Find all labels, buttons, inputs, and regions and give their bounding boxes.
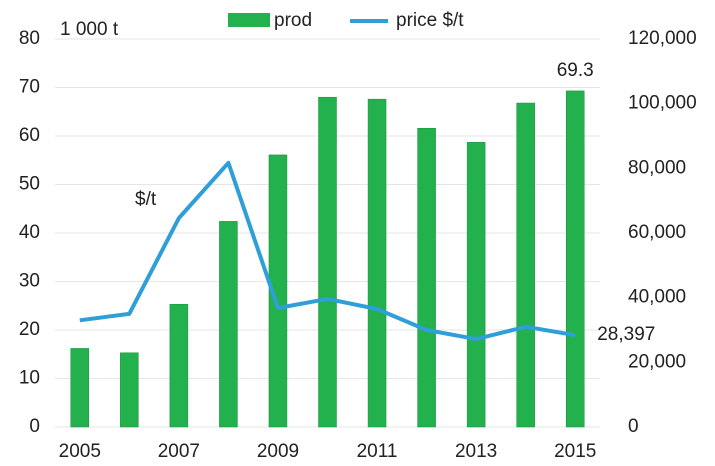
y-tick-label: 60 (19, 125, 40, 146)
bar (417, 127, 436, 428)
bar (169, 304, 189, 428)
data-label: 69.3 (557, 60, 594, 81)
y-tick-label: 50 (19, 174, 40, 195)
bar (70, 348, 90, 428)
x-tick-label: 2013 (455, 441, 497, 462)
data-label: 28,397 (597, 324, 655, 345)
unit-annotation: 1 000 t (60, 19, 119, 40)
y-tick-label: 80 (19, 28, 40, 49)
legend-label: prod (274, 10, 312, 31)
y2-tick-label: 0 (628, 416, 639, 437)
x-tick-label: 2015 (554, 441, 596, 462)
legend-label: price $/t (396, 10, 464, 31)
bar (565, 90, 585, 428)
x-tick-label: 2011 (357, 441, 398, 462)
y2-tick-label: 40,000 (628, 287, 686, 308)
bar (268, 154, 288, 428)
x-tick-label: 2007 (158, 441, 200, 462)
legend-swatch (228, 13, 270, 27)
y2-tick-label: 20,000 (628, 351, 686, 372)
y2-tick-label: 100,000 (628, 93, 697, 114)
y2-tick-label: 60,000 (628, 222, 686, 243)
x-tick-label: 2005 (59, 441, 101, 462)
bar (120, 352, 139, 428)
line-annotation: $/t (135, 189, 157, 210)
y-tick-label: 20 (19, 319, 40, 340)
y-tick-label: 10 (19, 368, 40, 389)
y-tick-label: 0 (29, 416, 40, 437)
y-tick-label: 70 (19, 77, 40, 98)
y-tick-label: 40 (19, 222, 40, 243)
y2-tick-label: 80,000 (628, 157, 686, 178)
y2-tick-label: 120,000 (628, 28, 697, 49)
price-line (79, 160, 576, 342)
bar (367, 98, 387, 428)
bar (516, 102, 535, 428)
x-tick-label: 2009 (257, 441, 299, 462)
bar (318, 96, 337, 428)
bar (466, 142, 486, 428)
bar (219, 221, 238, 428)
y-tick-label: 30 (19, 271, 40, 292)
